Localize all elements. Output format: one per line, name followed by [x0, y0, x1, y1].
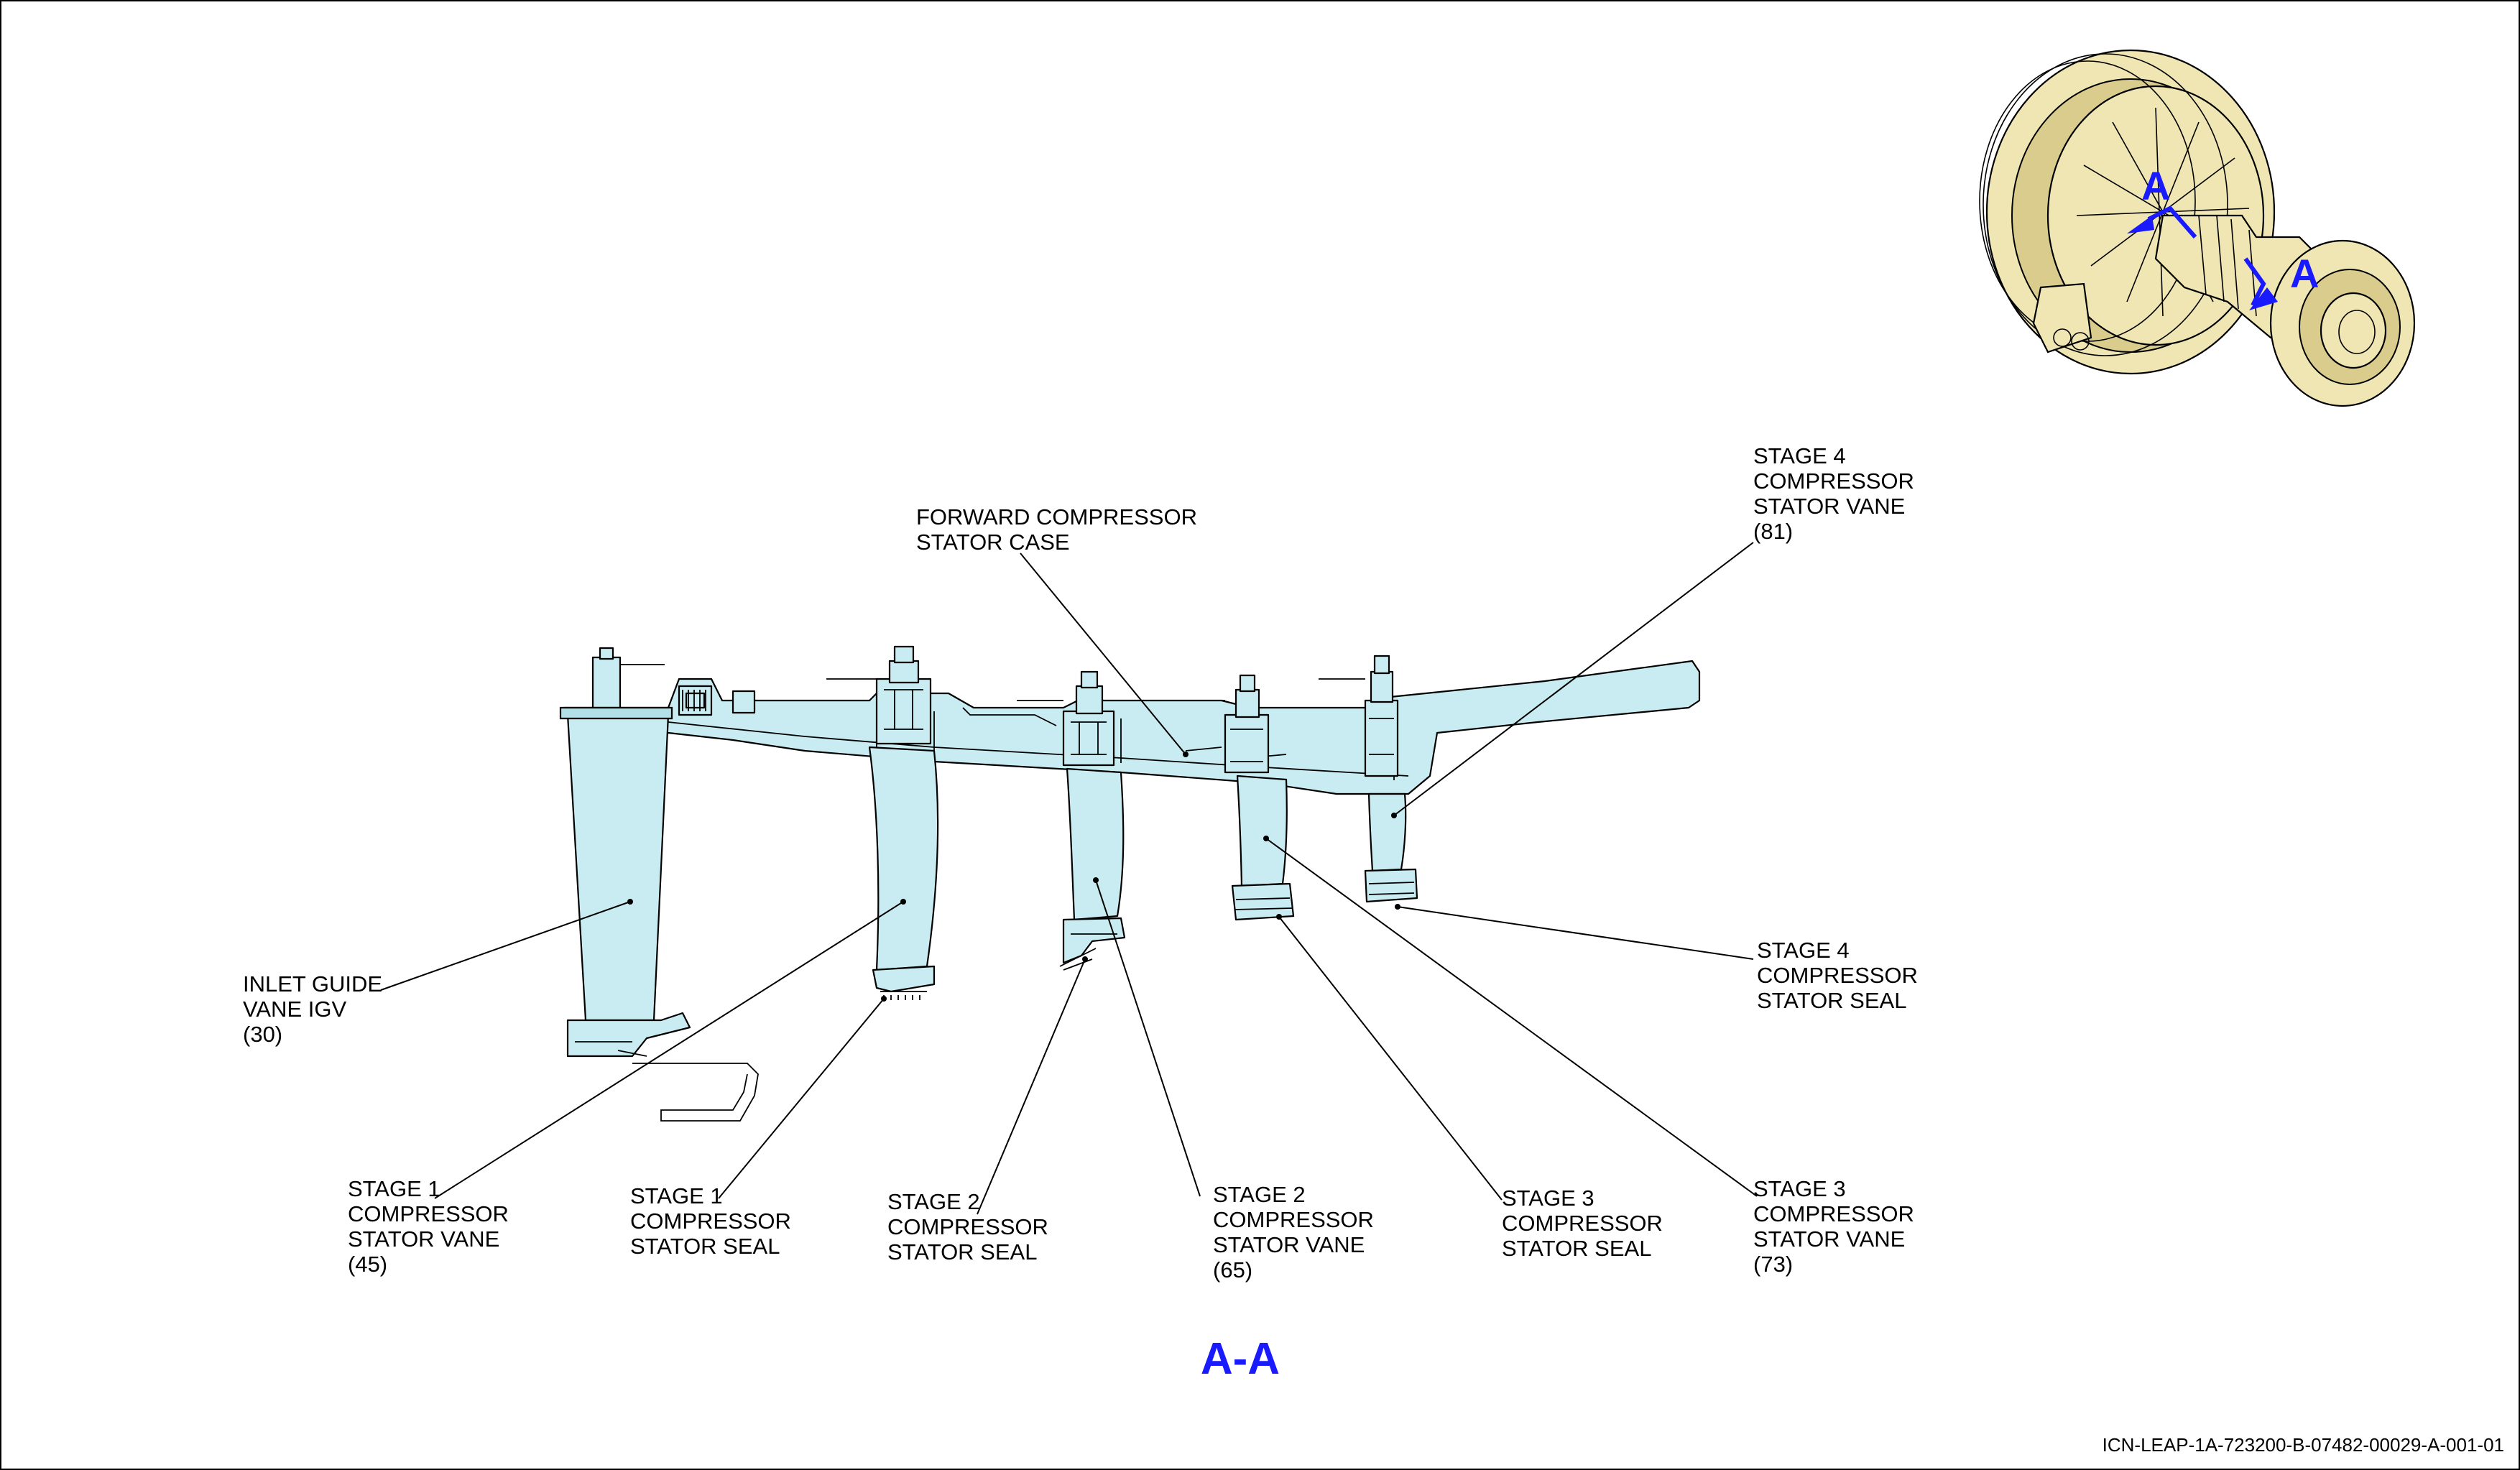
callout-line: STATOR SEAL	[1757, 988, 1906, 1013]
callout-line: STAGE 2	[887, 1189, 980, 1214]
callout-inlet-guide-vane: INLET GUIDE VANE IGV (30)	[243, 971, 382, 1047]
callout-line: STATOR CASE	[916, 530, 1070, 555]
callout-line: COMPRESSOR	[887, 1214, 1048, 1239]
callout-stage3-vane: STAGE 3 COMPRESSOR STATOR VANE (73)	[1753, 1176, 1914, 1277]
callout-line: (65)	[1213, 1257, 1252, 1282]
callout-line: STAGE 1	[630, 1183, 723, 1208]
callout-line: (73)	[1753, 1252, 1793, 1277]
stage1-compressor-stator-seal	[872, 965, 936, 993]
callout-line: STAGE 4	[1753, 443, 1846, 468]
callout-stage2-vane: STAGE 2 COMPRESSOR STATOR VANE (65)	[1213, 1182, 1374, 1282]
callout-line: STAGE 3	[1753, 1176, 1846, 1201]
callout-line: STATOR VANE	[1213, 1232, 1365, 1257]
callout-stage4-seal: STAGE 4 COMPRESSOR STATOR SEAL	[1757, 938, 1918, 1013]
callout-line: STAGE 2	[1213, 1182, 1306, 1207]
callout-line: COMPRESSOR	[1213, 1207, 1374, 1232]
section-marker-a-left: A	[2141, 163, 2170, 208]
callout-line: COMPRESSOR	[1753, 468, 1914, 494]
engine-locator-view: A A	[1979, 49, 2416, 407]
section-title: A-A	[1201, 1334, 1280, 1384]
callout-line: STATOR VANE	[1753, 1226, 1905, 1252]
callout-line: COMPRESSOR	[1757, 963, 1918, 988]
callout-line: STATOR SEAL	[630, 1234, 780, 1259]
callout-line: INLET GUIDE	[243, 971, 382, 997]
callout-line: (81)	[1753, 519, 1793, 544]
stage1-compressor-stator-vane	[868, 746, 939, 971]
stage4-compressor-stator-seal	[1364, 868, 1418, 903]
callout-line: STATOR SEAL	[1502, 1236, 1651, 1261]
callout-forward-case: FORWARD COMPRESSOR STATOR CASE	[916, 504, 1197, 555]
compressor-section	[559, 645, 1701, 1122]
callout-line: COMPRESSOR	[1502, 1211, 1663, 1236]
callout-line: (30)	[243, 1022, 282, 1047]
callout-line: STAGE 4	[1757, 938, 1850, 963]
callout-stage4-vane: STAGE 4 COMPRESSOR STATOR VANE (81)	[1753, 443, 1914, 544]
callout-line: COMPRESSOR	[348, 1201, 509, 1226]
callout-line: STATOR VANE	[348, 1226, 499, 1252]
stage2-compressor-stator-vane	[1066, 767, 1125, 921]
callout-stage2-seal: STAGE 2 COMPRESSOR STATOR SEAL	[887, 1189, 1048, 1265]
forward-compressor-stator-case	[563, 660, 1701, 795]
stage2-compressor-stator-seal	[1062, 917, 1126, 964]
callout-line: STAGE 3	[1502, 1185, 1594, 1211]
stage3-compressor-stator-vane	[1236, 775, 1288, 887]
callout-stage1-seal: STAGE 1 COMPRESSOR STATOR SEAL	[630, 1183, 791, 1259]
callout-line: COMPRESSOR	[630, 1208, 791, 1234]
section-marker-a-right: A	[2290, 251, 2319, 296]
callout-line: STATOR SEAL	[887, 1239, 1037, 1265]
callout-line: STATOR VANE	[1753, 494, 1905, 519]
leader-lines	[380, 542, 1758, 1215]
icn-code: ICN-LEAP-1A-723200-B-07482-00029-A-001-0…	[2103, 1434, 2504, 1456]
callout-line: (45)	[348, 1252, 387, 1277]
callout-line: FORWARD COMPRESSOR	[916, 504, 1197, 530]
stage4-compressor-stator-vane	[1367, 792, 1407, 872]
callout-stage3-seal: STAGE 3 COMPRESSOR STATOR SEAL	[1502, 1185, 1663, 1261]
inlet-guide-vane	[566, 713, 670, 1022]
stage3-compressor-stator-seal	[1231, 882, 1295, 921]
callout-line: VANE IGV	[243, 997, 346, 1022]
callout-stage1-vane: STAGE 1 COMPRESSOR STATOR VANE (45)	[348, 1176, 509, 1277]
callout-line: COMPRESSOR	[1753, 1201, 1914, 1226]
callout-line: STAGE 1	[348, 1176, 440, 1201]
